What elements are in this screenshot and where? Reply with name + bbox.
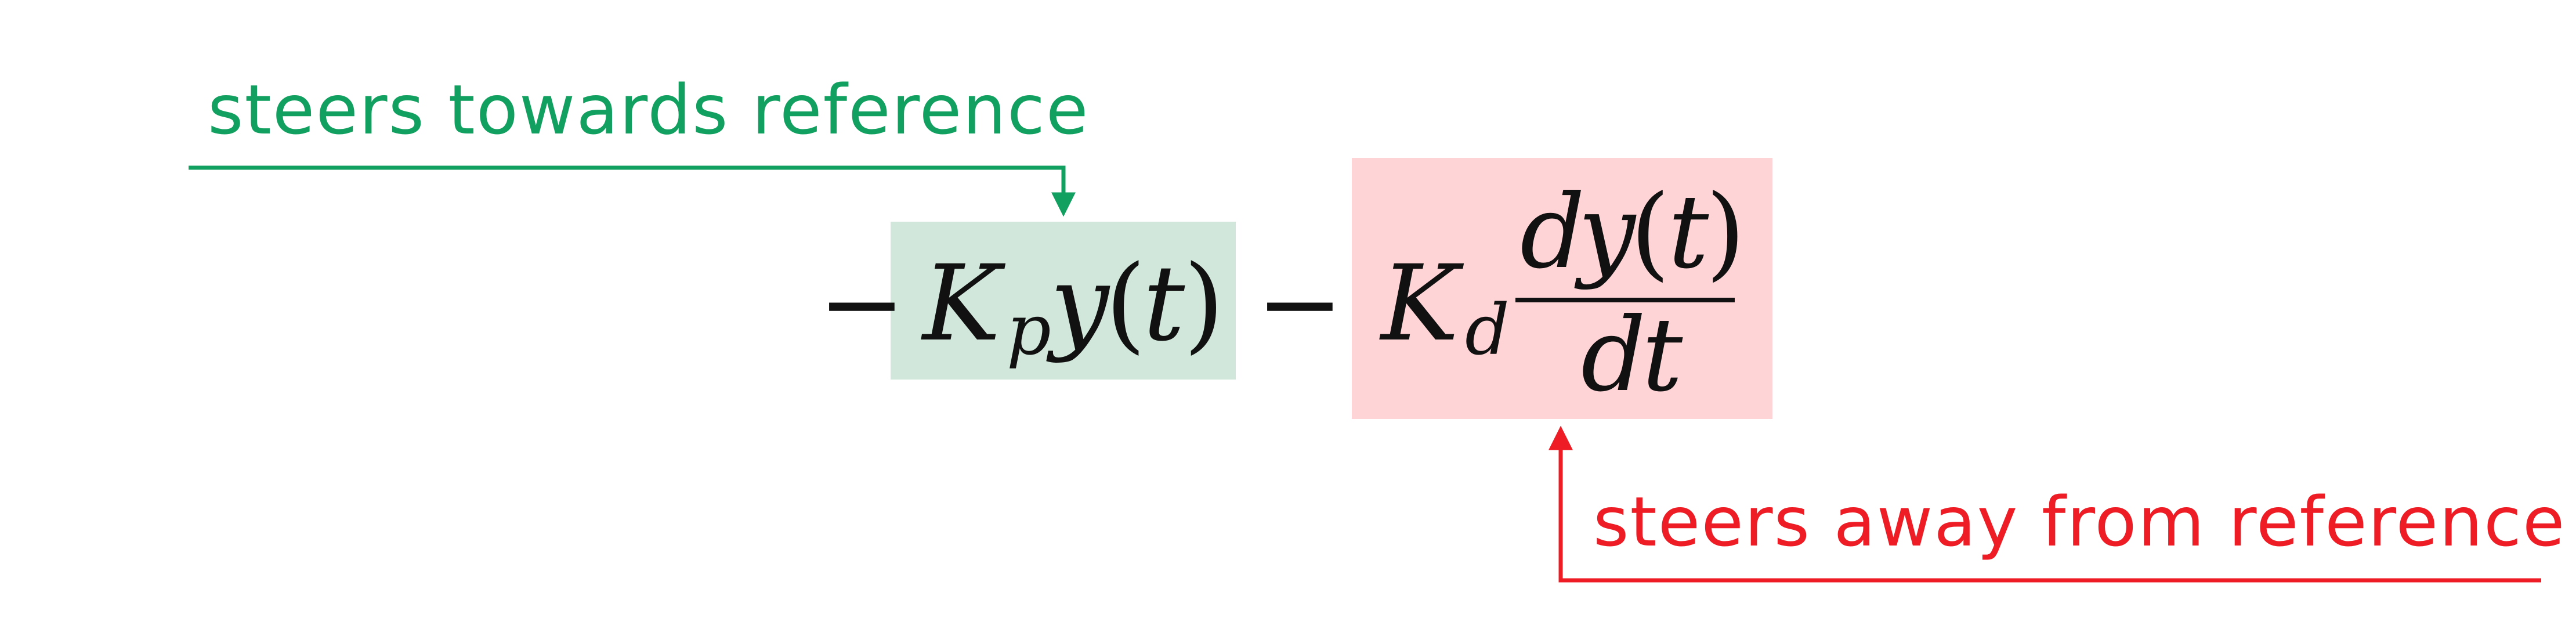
derivative-term-box: [1352, 158, 1772, 419]
numerator-d: d: [1520, 174, 1585, 291]
numerator-right-paren: ): [1706, 174, 1745, 291]
towards-reference-arrow: [189, 165, 1076, 217]
numerator-y: y: [1574, 174, 1637, 291]
towards-reference-label: steers towards reference: [208, 70, 1090, 150]
kp-variable-t: t: [1143, 243, 1185, 364]
second-minus-sign: −: [1256, 243, 1344, 364]
kp-letter: K: [921, 243, 1006, 364]
away-from-reference-label: steers away from reference: [1593, 482, 2566, 562]
kd-subscript: d: [1465, 290, 1510, 371]
denominator-t: t: [1642, 297, 1683, 414]
kp-variable-y: y: [1046, 243, 1110, 364]
kp-subscript: p: [1007, 290, 1051, 371]
numerator-t: t: [1668, 174, 1709, 291]
denominator-d: d: [1581, 297, 1646, 414]
kd-letter: K: [1379, 243, 1464, 364]
numerator-left-paren: (: [1630, 174, 1670, 291]
first-minus-sign: −: [818, 243, 906, 364]
proportional-term-box: [891, 222, 1236, 380]
derivative-term: K d d y ( t ) d t: [1379, 174, 1745, 414]
away-from-reference-arrow: [1549, 425, 2541, 583]
kp-left-paren: (: [1105, 243, 1146, 364]
kp-right-paren: ): [1184, 243, 1224, 364]
proportional-term: K p y ( t ): [921, 243, 1224, 371]
